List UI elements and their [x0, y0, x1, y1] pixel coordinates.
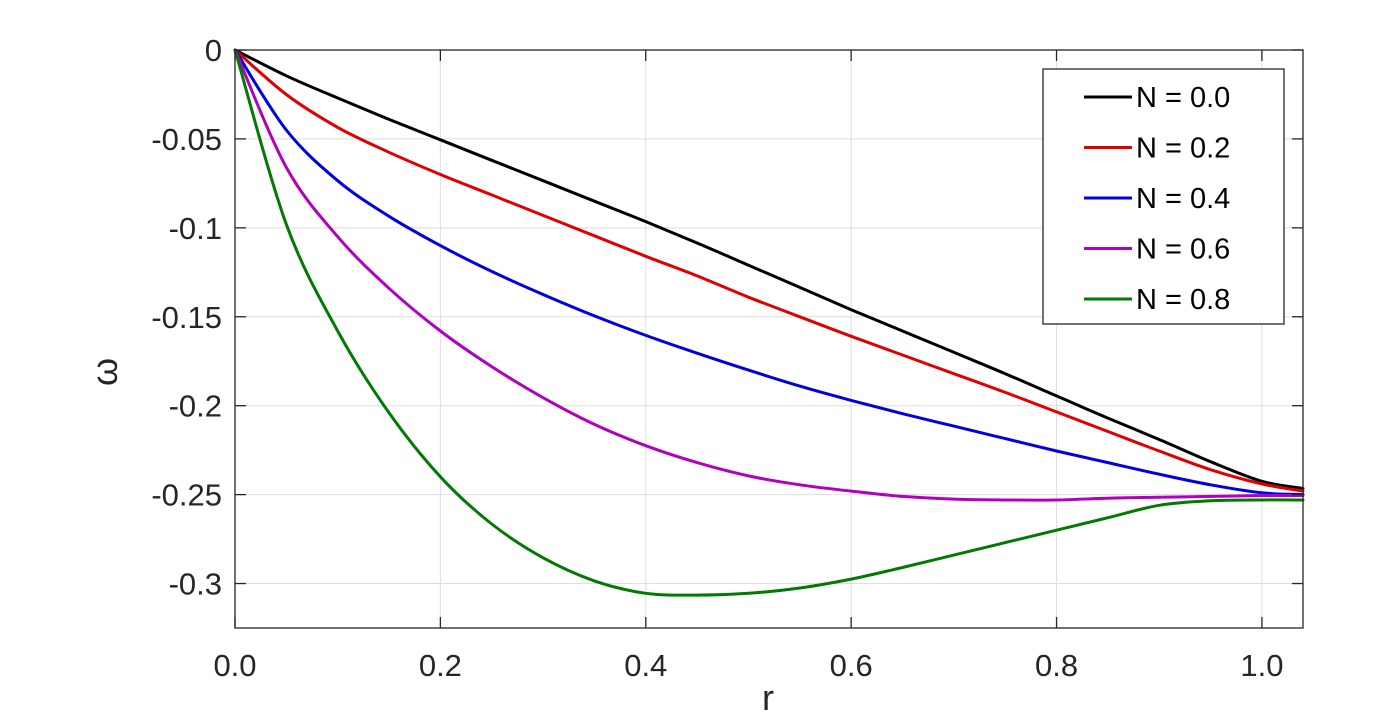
y-tick-label: -0.25	[151, 478, 222, 513]
series-group	[233, 48, 1305, 597]
y-tick-label: -0.1	[169, 211, 222, 246]
y-axis-label: ω	[84, 358, 125, 386]
y-tick-label: -0.2	[169, 389, 222, 424]
legend-entry-label: N = 0.0	[1136, 82, 1230, 114]
x-axis-label: r	[762, 677, 774, 718]
legend-box	[1042, 68, 1285, 325]
x-tick-label: 0.0	[213, 648, 256, 683]
x-tick-label: 0.8	[1035, 648, 1078, 683]
y-tick-label: -0.15	[151, 300, 222, 335]
y-tick-label: -0.3	[169, 567, 222, 602]
x-tick-label: 1.0	[1240, 648, 1283, 683]
legend-entry-label: N = 0.8	[1136, 284, 1230, 316]
plot-frame	[234, 49, 1304, 629]
ticks	[234, 49, 1303, 628]
series-line	[233, 48, 1305, 502]
tick-labels: 0.0 0.2 0.4 0.6 0.8 1.0 0 -0.05 -0.1 -0.15 -0.2 -0.…	[151, 33, 1283, 683]
y-tick-label: -0.05	[151, 122, 222, 157]
series-line	[233, 48, 1305, 490]
y-tick-label: 0	[205, 33, 222, 68]
x-tick-label: 0.4	[624, 648, 667, 683]
legend-entry-label: N = 0.4	[1136, 183, 1230, 215]
series-line	[233, 48, 1305, 493]
x-tick-label: 0.6	[830, 648, 873, 683]
legend-entry-label: N = 0.2	[1136, 133, 1230, 165]
legend-entry-label: N = 0.6	[1136, 234, 1230, 266]
series-line	[233, 48, 1305, 497]
legend: N = 0.0 N = 0.2 N = 0.4 N = 0.6 N = 0.8	[1042, 68, 1285, 325]
series-line	[233, 48, 1305, 597]
x-tick-label: 0.2	[419, 648, 462, 683]
